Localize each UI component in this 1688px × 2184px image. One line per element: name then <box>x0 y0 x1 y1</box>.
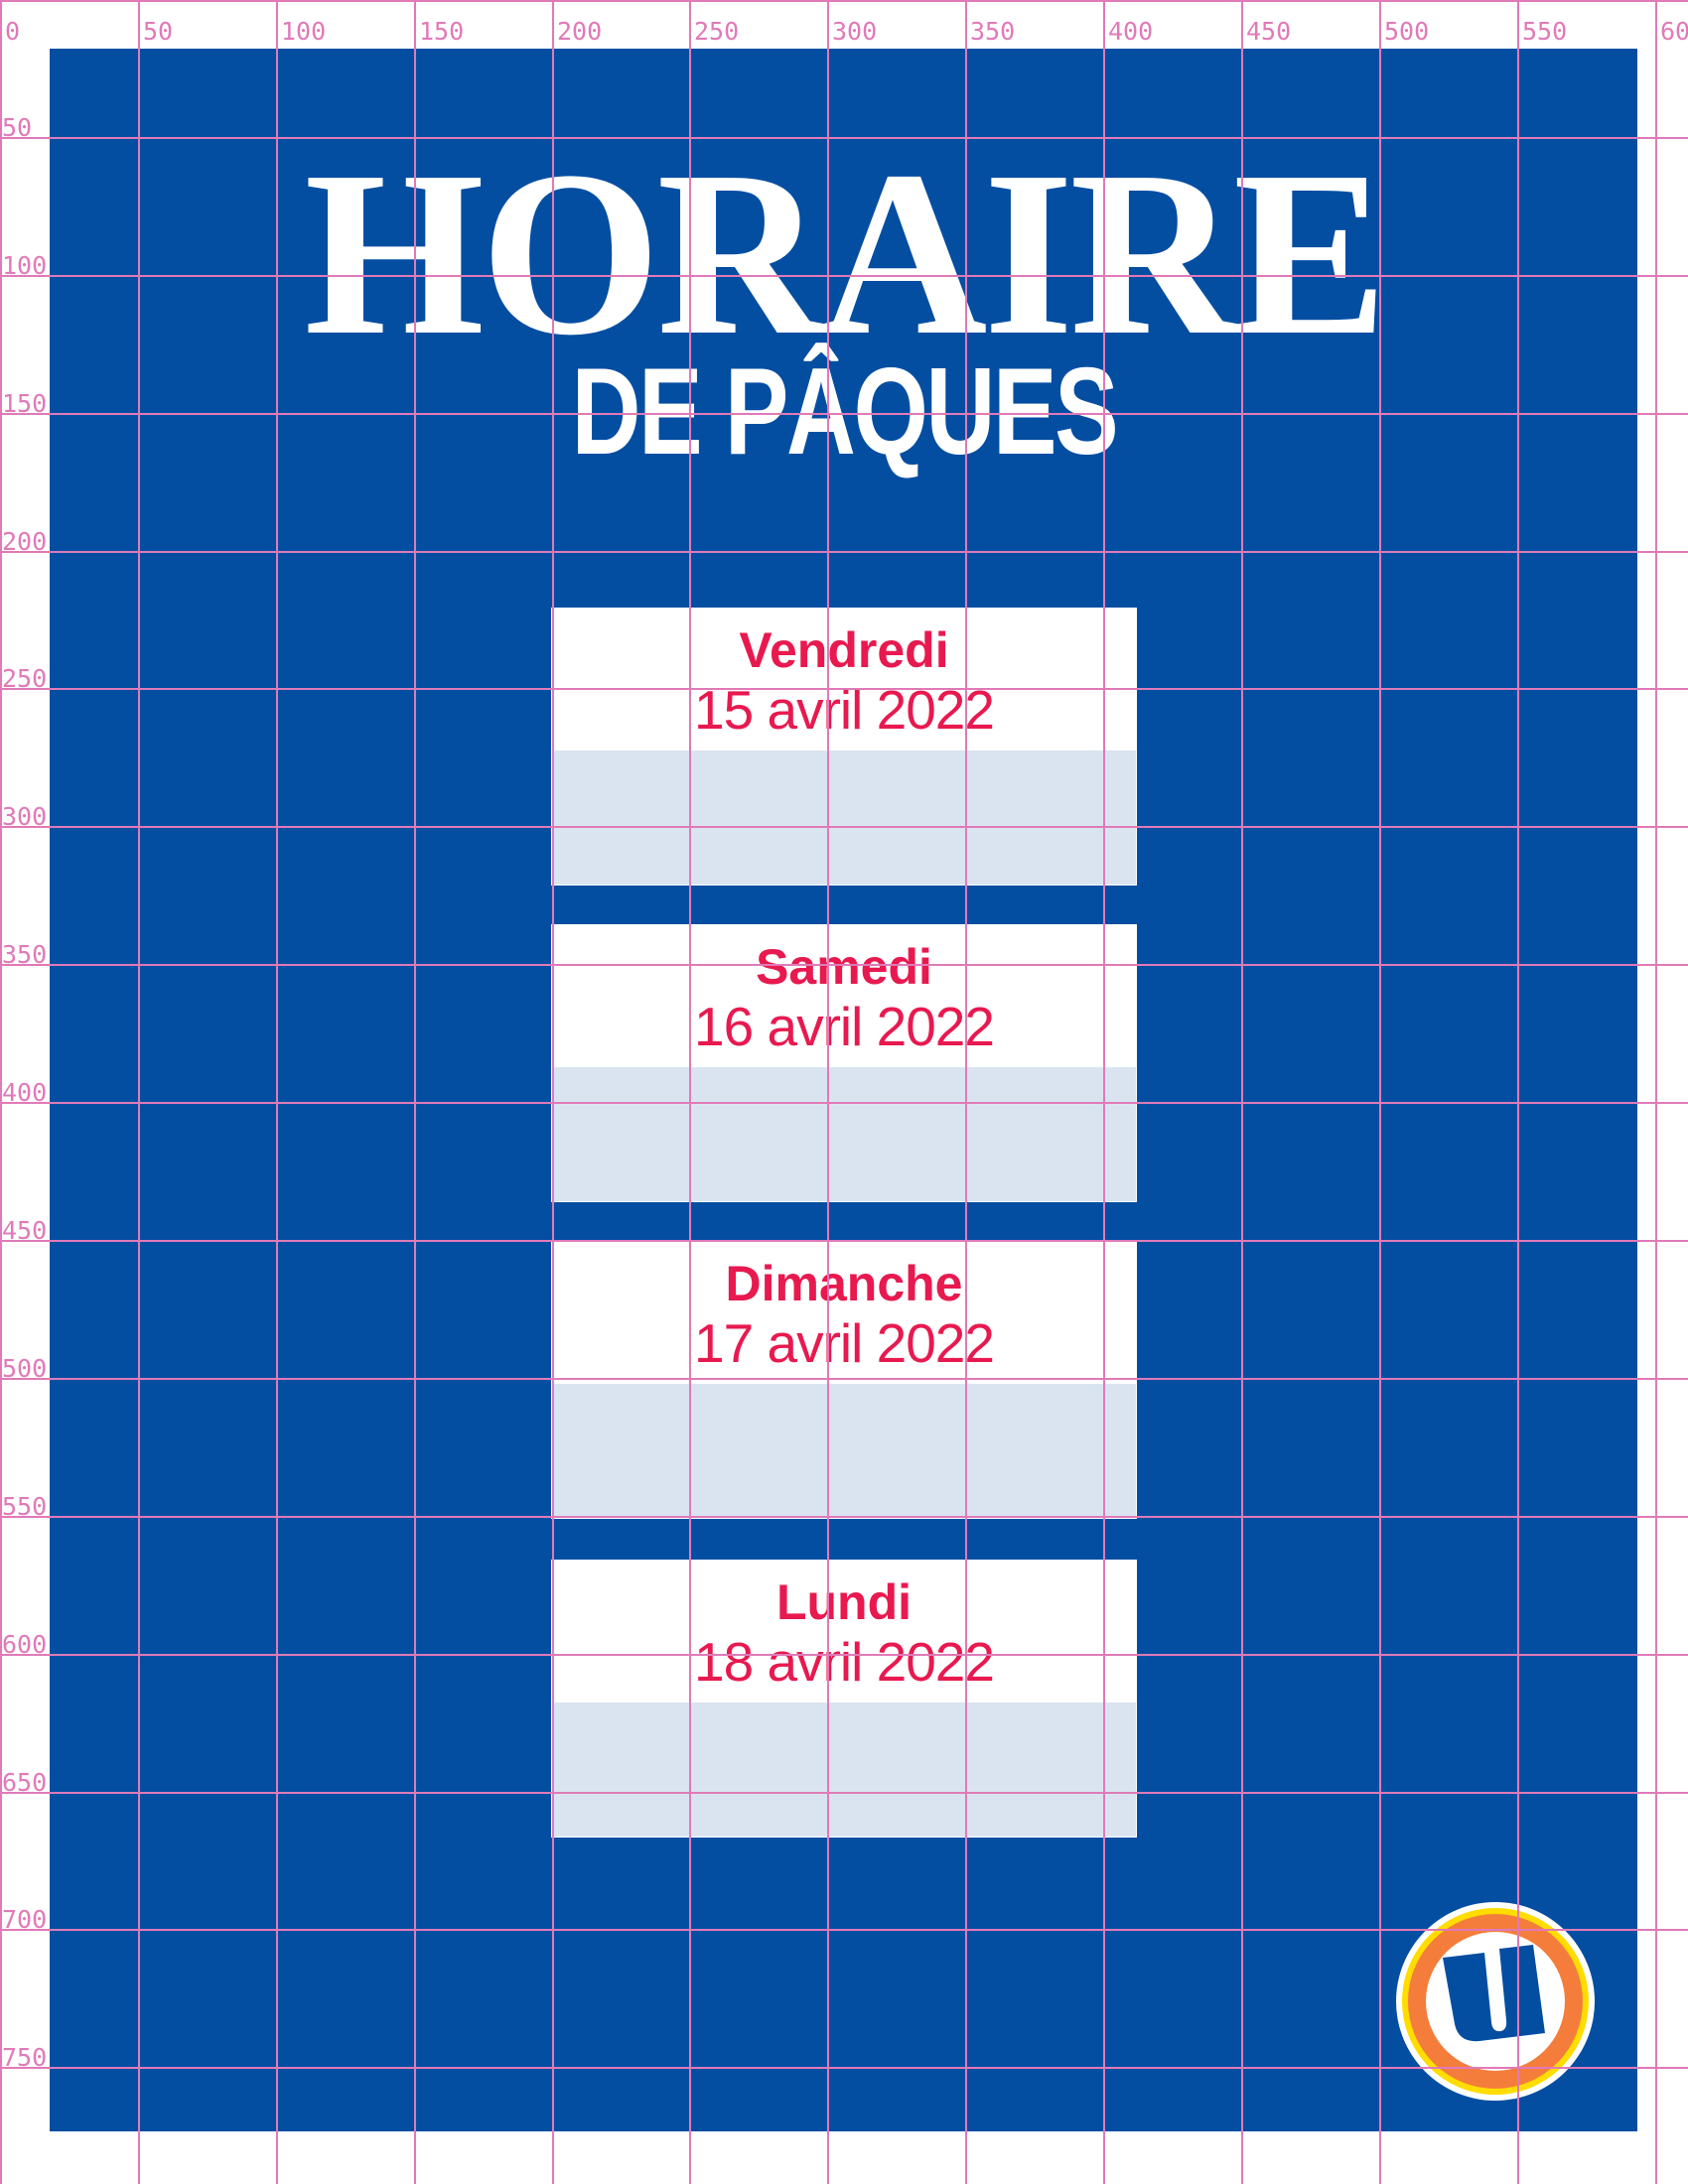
grid-label: 350 <box>970 17 1015 46</box>
grid-label: 700 <box>2 1905 47 1934</box>
grid-label: 100 <box>281 17 326 46</box>
grid-label: 500 <box>1384 17 1429 46</box>
grid-label: 300 <box>832 17 877 46</box>
day-date: 15 avril 2022 <box>694 679 995 741</box>
grid-label: 600 <box>2 1630 47 1659</box>
grid-label: 350 <box>2 940 47 969</box>
grid-label: 500 <box>2 1354 47 1383</box>
grid-label: 150 <box>2 389 47 418</box>
grid-label: 50 <box>2 113 32 142</box>
grid-label: 450 <box>1246 17 1291 46</box>
grid-label: 250 <box>694 17 739 46</box>
grid-label: 650 <box>2 1768 47 1797</box>
day-card-friday: Vendredi 15 avril 2022 <box>551 608 1137 886</box>
day-name: Samedi <box>756 939 932 995</box>
grid-label: 600 <box>1660 17 1688 46</box>
grid-label: 200 <box>2 527 47 556</box>
day-date: 17 avril 2022 <box>694 1312 995 1374</box>
day-card-saturday: Samedi 16 avril 2022 <box>551 924 1137 1202</box>
poster-subtitle: DE PÂQUES <box>571 343 1119 480</box>
hours-box <box>551 1702 1137 1838</box>
day-date: 16 avril 2022 <box>694 996 995 1057</box>
grid-label: 0 <box>5 17 20 46</box>
day-name: Lundi <box>775 1574 913 1630</box>
grid-label: 200 <box>557 17 602 46</box>
poster-title: HORAIRE <box>304 123 1387 384</box>
hours-box <box>551 1066 1137 1202</box>
day-name: Vendredi <box>739 622 949 678</box>
grid-label: 550 <box>1522 17 1567 46</box>
grid-label: 550 <box>2 1492 47 1521</box>
day-card-sunday: Dimanche 17 avril 2022 <box>551 1241 1137 1519</box>
grid-label: 400 <box>1108 17 1153 46</box>
grid-label: 450 <box>2 1216 47 1245</box>
day-name: Dimanche <box>725 1256 963 1311</box>
grid-label: 300 <box>2 802 47 831</box>
day-date: 18 avril 2022 <box>694 1631 995 1693</box>
hours-box <box>551 1383 1137 1519</box>
hours-box <box>551 750 1137 886</box>
grid-label: 150 <box>419 17 464 46</box>
magasins-u-logo-icon <box>1396 1902 1595 2101</box>
grid-label: 750 <box>2 2043 47 2072</box>
grid-label: 400 <box>2 1078 47 1107</box>
day-card-monday: Lundi 18 avril 2022 <box>551 1560 1137 1838</box>
grid-label: 50 <box>143 17 173 46</box>
grid-label: 250 <box>2 664 47 693</box>
